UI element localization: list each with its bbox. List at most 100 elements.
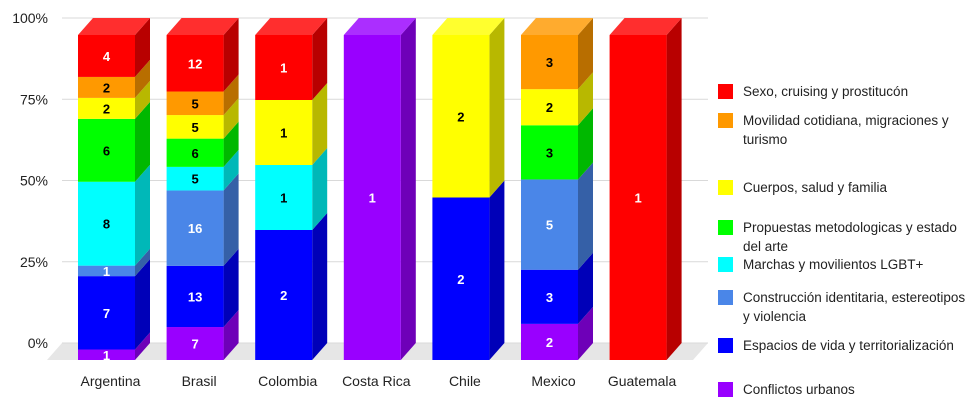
data-label: 4 [103,49,111,64]
bar-segment [166,190,224,266]
data-label: 13 [188,289,202,304]
legend-label: Movilidad cotidiana, migraciones y turis… [743,113,949,147]
bar-top [166,18,239,35]
data-label: 1 [280,191,287,206]
bar-top [609,18,682,35]
bar-segment [78,118,135,182]
bar-segment-side [400,18,416,360]
bar-segment [166,115,224,139]
bar-segment-side [135,101,150,182]
x-category-label: Mexico [531,373,576,389]
bar-segment-side [312,148,328,230]
bar-segment-side [578,306,593,360]
data-label: 1 [634,191,641,206]
legend-item: Construcción identitaria, estereotipos y… [718,288,973,326]
legend-label: Sexo, cruising y prostitucón [743,84,909,99]
legend-label: Espacios de vida y territorialización [743,338,954,353]
bar-segment-side [312,83,328,165]
legend-swatch [718,290,733,305]
bar-stack-brasil: 7 13 16 5 6 5 5 12 [166,18,239,360]
bar-segment-side [666,18,682,360]
bar-segment [166,265,224,328]
bar-segment [343,35,401,360]
bar-segment [521,323,578,360]
bar-top [432,18,505,35]
legend-swatch [718,338,733,353]
bar-segment-side [223,173,239,266]
bar-segment-side [223,248,239,328]
data-label: 2 [280,288,287,303]
bar-segment-side [135,259,150,350]
data-label: 8 [103,217,110,232]
bar-segment-side [135,164,150,266]
bar-segment [521,179,578,270]
bar-segment [255,100,313,165]
data-label: 2 [103,80,110,95]
bar-segment-side [578,72,593,126]
bar-top [78,18,150,35]
legend-label: Propuestas metodologicas y estado del ar… [743,220,957,254]
data-label: 6 [103,143,110,158]
bar-top [255,18,328,35]
data-label: 2 [546,100,553,115]
bar-segment [78,35,135,77]
bar-stack-costa-rica: 1 [343,18,416,360]
bar-segment-side [223,121,239,167]
data-label: 5 [191,96,198,111]
legend-label: Marchas y movilientos LGBT+ [743,257,924,272]
data-label: 7 [103,306,110,321]
x-category-label: Colombia [258,373,317,389]
bar-segment-side [312,213,328,360]
bar-segment [166,166,224,191]
data-label: 5 [546,218,553,233]
y-tick-label: 0% [28,335,48,351]
bar-segment [521,89,578,126]
x-category-label: Brasil [182,373,217,389]
bar-segment-side [223,98,239,139]
bar-segment-side [135,59,150,98]
bar-segment [521,269,578,324]
data-label: 1 [103,348,110,363]
legend-swatch [718,113,733,128]
data-label: 3 [546,55,553,70]
y-tick-label: 100% [12,10,48,26]
data-label: 6 [191,146,198,161]
data-label: 1 [103,264,110,279]
bar-segment-side [312,18,328,100]
x-category-label: Guatemala [608,373,677,389]
legend-item: Cuerpos, salud y familia [718,178,973,197]
bar-segment [78,265,135,277]
bar-segment [78,97,135,119]
bar-segment [255,230,313,360]
data-label: 2 [103,101,110,116]
data-label: 3 [546,145,553,160]
bar-segment-side [223,18,239,92]
legend-label: Cuerpos, salud y familia [743,180,888,195]
bar-stack-guatemala: 1 [609,18,682,360]
legend-item: Sexo, cruising y prostitucón [718,82,973,101]
legend-item: Movilidad cotidiana, migraciones y turis… [718,111,973,149]
bar-segment-side [489,180,505,360]
bar-segment-side [223,149,239,191]
y-tick-label: 25% [20,254,48,270]
bar-segment-side [135,248,150,277]
data-label: 12 [188,56,202,71]
bar-stack-argentina: 1 7 1 8 6 2 2 4 [78,18,150,363]
bar-stack-chile: 22 [432,18,505,360]
stacked-bar-chart: 0%25%50%75%100%17186224Argentina71316565… [12,10,708,389]
bar-segment [166,35,224,92]
y-tick-label: 50% [20,173,48,189]
data-label: 1 [280,61,287,76]
bar-segment-side [223,74,239,116]
bar-segment [255,165,313,230]
data-label: 16 [188,221,202,236]
bar-segment [166,91,224,116]
bar-segment [255,35,313,100]
bar-segment [521,35,578,90]
bar-segment-side [578,252,593,324]
y-tick-label: 75% [20,91,48,107]
data-label: 2 [457,109,464,124]
bar-segment-side [578,162,593,270]
legend-label: Construcción identitaria, estereotipos y… [743,290,966,324]
bar-segment-side [223,310,239,360]
